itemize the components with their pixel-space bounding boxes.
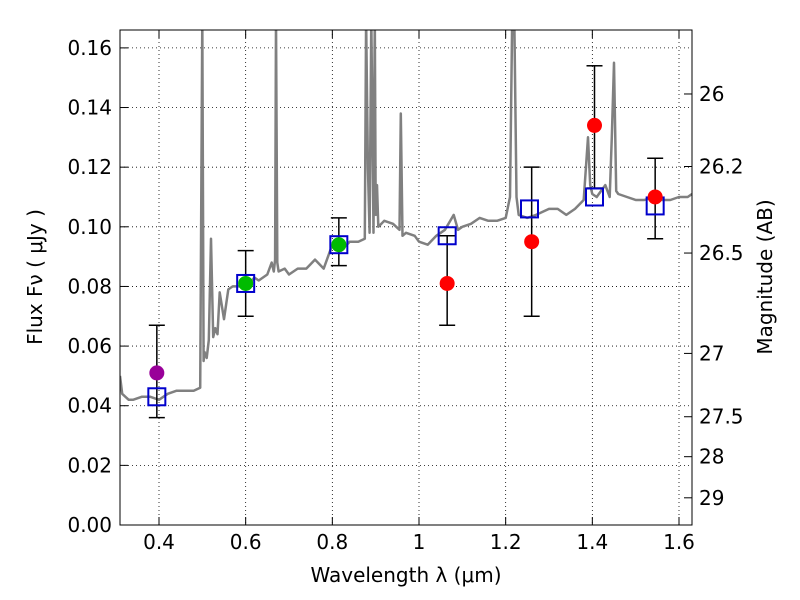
model-photometry-square [437,226,457,246]
model-photometry-square [520,199,539,219]
grid [120,30,692,526]
observed-photometry-point [149,365,165,381]
plot-frame [119,29,693,526]
y-tick-label: 0.10 [67,215,112,239]
model-photometry-square [585,187,604,207]
y-tick-label: 0.04 [67,394,112,418]
x-tick-label: 1.6 [663,530,695,554]
x-tick-label: 0.6 [230,530,262,554]
x-tick-label: 1.4 [576,530,608,554]
plot-area [120,30,692,419]
y2-tick-label: 28 [699,445,724,469]
model-spectrum-line [120,30,692,402]
y-tick-label: 0.08 [67,274,112,298]
y2-tick-label: 26.5 [699,241,744,265]
y-tick-label: 0.00 [67,513,112,537]
y-tick-label: 0.06 [67,334,112,358]
observed-photometry-point [439,275,455,291]
y2-tick-label: 26.2 [699,154,744,178]
x-tick-label: 1.2 [490,530,522,554]
y2-axis-label: Magnitude (AB) [753,199,777,354]
y2-tick-label: 29 [699,486,724,510]
observed-photometry-point [647,189,663,205]
axes: 0.4 0.6 0.8 1 1.2 1.4 1.6 0.00 0.02 0.04 0.06 0.08 0… [67,29,744,554]
x-axis-label: Wavelength λ (μm) [310,563,501,587]
model-photometry-square [329,235,349,255]
x-tick-label: 1 [413,530,426,554]
y-tick-label: 0.16 [67,36,112,60]
model-photometry-square [236,273,256,293]
x-tick-label: 0.8 [316,530,348,554]
y2-tick-label: 27 [699,341,724,365]
observed-photometry-point [524,234,540,250]
y2-tick-label: 26 [699,82,724,106]
y-tick-label: 0.12 [67,155,112,179]
y-tick-label: 0.02 [67,453,112,477]
y-axis-label: Flux Fν ( μJy ) [23,209,47,345]
x-tick-label: 0.4 [143,530,175,554]
observed-photometry-point [331,237,347,253]
y2-tick-label: 27.5 [699,405,744,429]
observed-photometry-point [238,275,254,291]
y-tick-label: 0.14 [67,96,112,120]
model-photometry-square [147,387,167,407]
observed-photometry-point [587,117,602,133]
